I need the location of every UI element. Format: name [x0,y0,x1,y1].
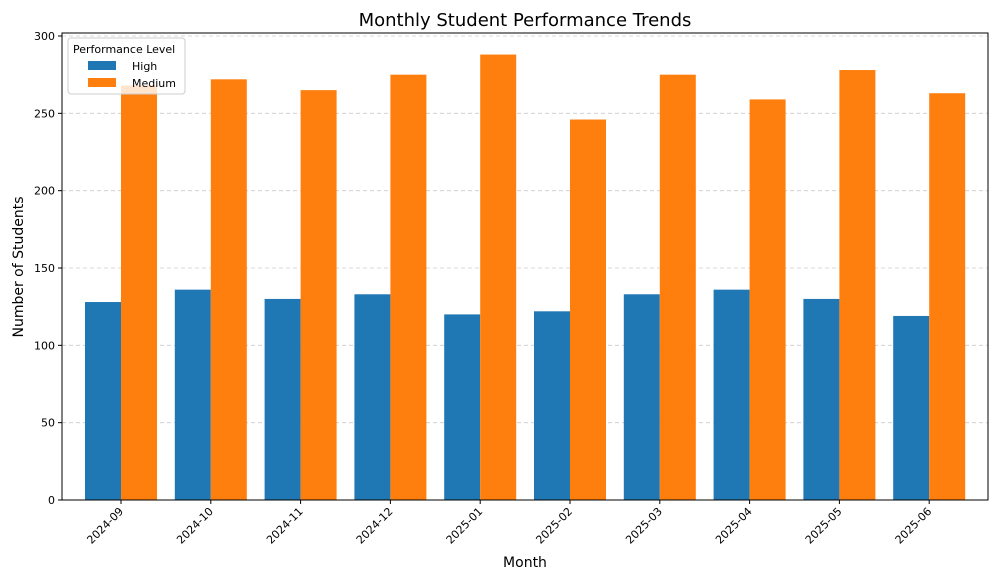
x-tick-label: 2025-06 [893,505,935,547]
x-tick-label: 2025-02 [533,505,575,547]
x-tick-label: 2025-03 [623,505,665,547]
legend: Performance Level High Medium [67,37,186,95]
legend-title: Performance Level [73,43,175,56]
y-tick-label: 50 [41,417,55,430]
bar-medium-2024-09 [121,85,157,500]
bar-medium-2025-06 [929,93,966,500]
legend-label-high: High [132,60,157,73]
bar-medium-2025-01 [480,54,517,501]
bar-high-2025-01 [444,314,481,500]
bar-medium-2025-02 [570,119,606,501]
bar-high-2024-11 [264,298,301,500]
bar-high-2024-12 [354,294,391,500]
x-tick-label: 2024-09 [84,505,126,547]
bar-medium-2025-03 [659,74,696,501]
bar-high-2024-09 [85,302,121,500]
x-tick-label: 2024-11 [264,505,306,547]
y-tick-label: 0 [48,494,55,507]
y-tick-label: 300 [34,30,55,43]
x-tick-label: 2024-12 [354,505,396,547]
bar-high-2024-10 [174,289,211,500]
y-tick-label: 200 [34,185,55,198]
bar-medium-2024-12 [390,74,427,501]
bar-medium-2024-10 [210,79,247,500]
bar-medium-2024-11 [300,90,337,500]
x-axis-label: Month [503,555,547,571]
x-tick-label: 2025-04 [713,505,755,547]
bar-high-2025-04 [713,289,750,500]
legend-swatch-medium [88,78,116,87]
plot-frame [61,32,989,501]
y-axis-label: Number of Students [11,196,27,337]
bar-medium-2025-04 [749,99,786,500]
bar-high-2025-03 [623,294,660,500]
legend-swatch-high [88,61,116,70]
bar-medium-2025-05 [839,70,876,500]
x-tick-label: 2025-01 [444,505,486,547]
chart-title: Monthly Student Performance Trends [359,10,692,31]
bar-high-2025-02 [534,311,570,500]
x-tick-label: 2024-10 [174,505,216,547]
bar-high-2025-06 [893,315,930,500]
legend-label-medium: Medium [132,77,176,90]
y-tick-label: 150 [34,262,55,275]
bar-high-2025-05 [803,298,840,500]
y-tick-label: 250 [34,107,55,120]
y-tick-label: 100 [34,339,55,352]
x-tick-label: 2025-05 [803,505,845,547]
